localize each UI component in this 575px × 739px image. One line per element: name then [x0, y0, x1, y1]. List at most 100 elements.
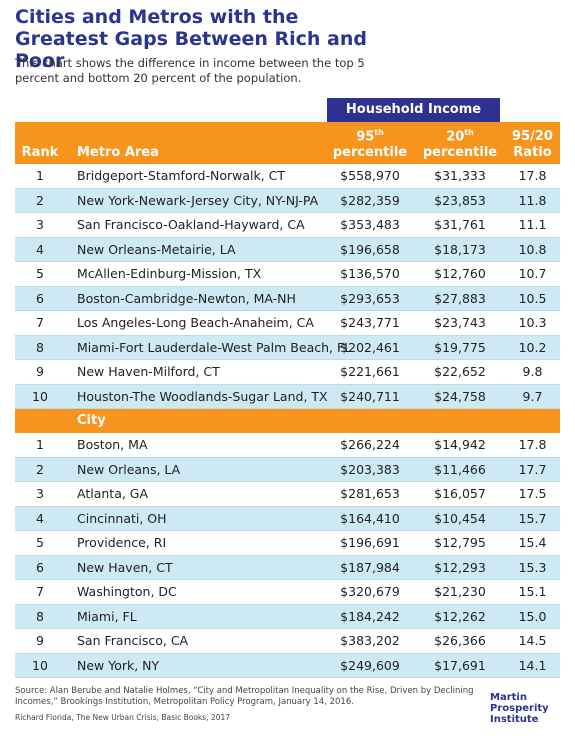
cell: $203,383	[340, 461, 400, 477]
cell: $16,057	[434, 486, 486, 501]
column-header-label: Ratio	[513, 145, 552, 160]
section-label: City	[77, 413, 106, 428]
cell: 11.8	[518, 192, 547, 208]
cell: 14.5	[518, 633, 547, 648]
cell: $243,771	[340, 315, 400, 330]
cell: $249,609	[340, 657, 400, 673]
cell: 2	[36, 192, 44, 208]
cell: $187,984	[340, 559, 400, 575]
cell: 15.0	[518, 608, 547, 624]
cell: $18,173	[434, 241, 486, 257]
table-row: 2 New Orleans, LA $203,383 $11,466 17.7	[15, 457, 560, 482]
table-row: 3 Atlanta, GA $281,653 $16,057 17.5	[15, 482, 560, 507]
credit: Richard Florida, The New Urban Crisis, B…	[15, 713, 231, 722]
logo-line: Prosperity	[490, 703, 549, 714]
cell: 9.7	[522, 388, 543, 404]
column-header: 95th percentile	[325, 125, 415, 161]
cell: $221,661	[340, 364, 400, 379]
cell: 1	[36, 168, 44, 183]
cell: Miami, FL	[77, 608, 137, 624]
column-header-top: 95th	[325, 125, 415, 145]
cell: $21,230	[434, 584, 486, 599]
cell: $12,262	[434, 608, 486, 624]
cell: 3	[36, 486, 44, 501]
cell: $11,466	[434, 461, 486, 477]
source: Source: Alan Berube and Natalie Holmes, …	[15, 686, 474, 707]
column-header: 95/20 Ratio	[505, 129, 560, 161]
column-header-main: 95	[356, 129, 375, 144]
cell: 14.1	[518, 657, 547, 673]
cell: $12,293	[434, 559, 486, 575]
cell: Los Angeles-Long Beach-Anaheim, CA	[77, 315, 314, 330]
table-row: 6 New Haven, CT $187,984 $12,293 15.3	[15, 555, 560, 580]
table-row: 5 Providence, RI $196,691 $12,795 15.4	[15, 531, 560, 556]
cell: Miami-Fort Lauderdale-West Palm Beach, F…	[77, 339, 352, 355]
cell: 9	[36, 633, 44, 648]
cell: 17.5	[518, 486, 547, 501]
column-header-label: Metro Area	[77, 145, 159, 160]
column-header: Metro Area	[77, 145, 159, 161]
cell: $24,758	[434, 388, 486, 404]
cell: New York-Newark-Jersey City, NY-NJ-PA	[77, 192, 319, 208]
cell: New Haven, CT	[77, 559, 173, 575]
cell: 10	[32, 388, 48, 404]
cell: 5	[36, 535, 44, 550]
cell: 17.8	[518, 437, 547, 452]
cell: $22,652	[434, 364, 486, 379]
cell: 8	[36, 608, 44, 624]
cell: 10.2	[518, 339, 547, 355]
cell: New Haven-Milford, CT	[77, 364, 220, 379]
cell: McAllen-Edinburg-Mission, TX	[77, 266, 262, 281]
column-header-top: 95/20	[505, 129, 560, 145]
footer: Source: Alan Berube and Natalie Holmes, …	[15, 686, 475, 723]
table-row: 8 Miami, FL $184,242 $12,262 15.0	[15, 604, 560, 629]
cell: $26,366	[434, 633, 486, 648]
cell: New Orleans, LA	[77, 461, 181, 477]
cell: $23,743	[434, 315, 486, 330]
cell: 7	[36, 584, 44, 599]
cell: Atlanta, GA	[77, 486, 149, 501]
cell: $31,761	[434, 217, 486, 232]
logo: Martin Prosperity Institute	[490, 692, 549, 725]
cell: $196,691	[340, 535, 400, 550]
column-header-label: percentile	[422, 145, 498, 160]
cell: New York, NY	[77, 657, 160, 673]
cell: Boston-Cambridge-Newton, MA-NH	[77, 290, 296, 306]
table-row: 7 Washington, DC $320,679 $21,230 15.1	[15, 580, 560, 605]
cell: $184,242	[340, 608, 400, 624]
cell: $196,658	[340, 241, 400, 257]
cell: 10.8	[518, 241, 547, 257]
cell: $353,483	[340, 217, 400, 232]
table-row: 7 Los Angeles-Long Beach-Anaheim, CA $243,…	[15, 311, 560, 336]
header-row: Rank Metro Area 95th percentile 20th percenti…	[15, 122, 560, 164]
table: Rank Metro Area 95th percentile 20th percenti…	[15, 122, 560, 678]
column-header-sup: th	[374, 127, 384, 137]
table-row: 4 Cincinnati, OH $164,410 $10,454 15.7	[15, 506, 560, 531]
cell: 10.3	[518, 315, 547, 330]
cell: San Francisco, CA	[77, 633, 189, 648]
cell: $282,359	[340, 192, 400, 208]
logo-line: Martin	[490, 692, 527, 703]
cell: 15.7	[518, 510, 547, 526]
cell: Washington, DC	[77, 584, 177, 599]
cell: $266,224	[340, 437, 400, 452]
cell: 1	[36, 437, 44, 452]
cell: $12,760	[434, 266, 486, 281]
table-row: 6 Boston-Cambridge-Newton, MA-NH $293,653 $…	[15, 286, 560, 311]
cell: 6	[36, 290, 44, 306]
cell: $27,883	[434, 290, 486, 306]
logo-line: Institute	[490, 714, 539, 725]
column-header-label: percentile	[332, 145, 408, 160]
table-row: 9 New Haven-Milford, CT $221,661 $22,652 9.8	[15, 360, 560, 385]
cell: 2	[36, 461, 44, 477]
table-row: 2 New York-Newark-Jersey City, NY-NJ-PA $2…	[15, 188, 560, 213]
title: Cities and Metros with the Greatest Gaps…	[15, 6, 368, 72]
cell: $10,454	[434, 510, 486, 526]
cell: $19,775	[434, 339, 486, 355]
table-row: 5 McAllen-Edinburg-Mission, TX $136,570 $12…	[15, 262, 560, 287]
cell: 10	[32, 657, 48, 673]
group-header: Household Income	[327, 98, 500, 122]
cell: Cincinnati, OH	[77, 510, 167, 526]
cell: 15.1	[518, 584, 547, 599]
